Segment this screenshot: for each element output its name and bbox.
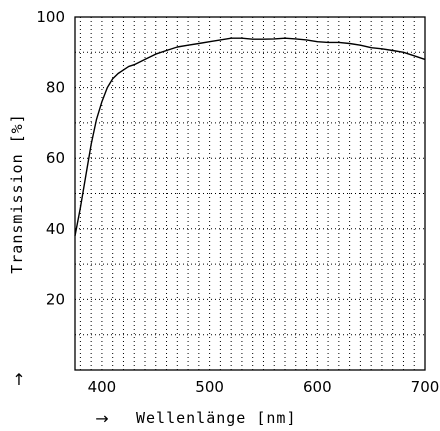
grid [75, 17, 425, 370]
y-tick-label: 80 [46, 79, 65, 97]
y-tick-label: 60 [46, 149, 65, 167]
x-tick-label: 500 [195, 378, 224, 396]
plot-frame [74, 16, 426, 371]
x-axis-title: Wellenlänge [nm] [136, 409, 297, 427]
y-tick-label: 100 [36, 8, 65, 26]
y-tick-label: 40 [46, 220, 65, 238]
y-tick-label: 20 [46, 290, 65, 308]
tick-labels: 20 40 60 80 100 400 500 600 700 [36, 8, 439, 396]
x-axis-arrow: → [95, 409, 108, 428]
y-axis-arrow: ↑ [12, 370, 25, 389]
x-tick-label: 600 [303, 378, 332, 396]
series-line [74, 37, 426, 237]
y-axis-title: Transmission [%] [8, 113, 26, 274]
x-tick-label: 400 [88, 378, 117, 396]
x-tick-label: 700 [411, 378, 440, 396]
series-layer [74, 37, 426, 237]
